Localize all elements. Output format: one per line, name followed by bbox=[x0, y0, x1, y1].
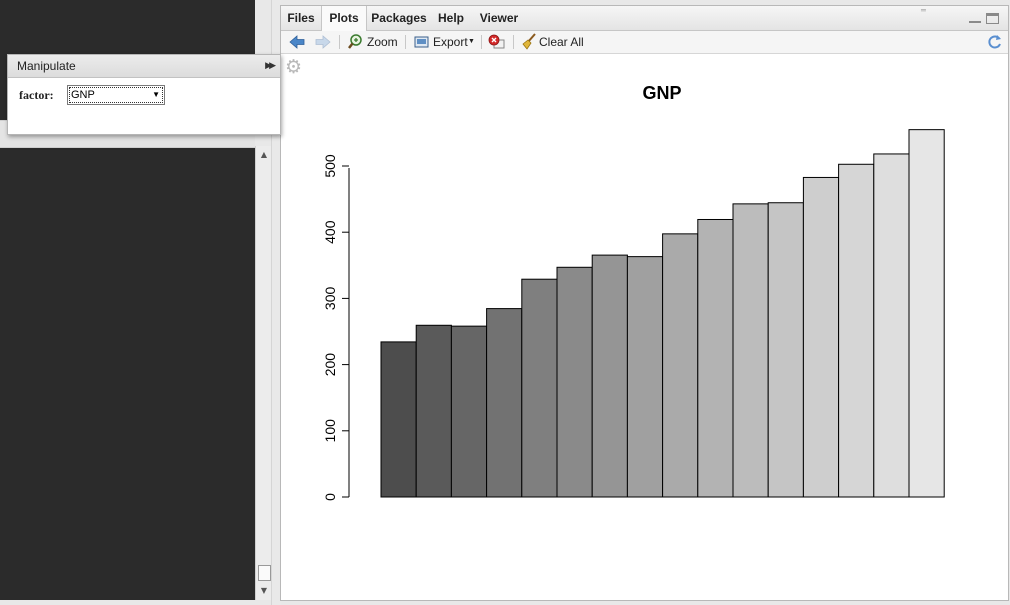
collapse-icon[interactable]: ▶▶ bbox=[265, 61, 276, 71]
gear-icon[interactable]: ⚙ bbox=[285, 56, 303, 78]
split-handle-icon[interactable]: ═ bbox=[921, 6, 926, 15]
pane-splitter[interactable] bbox=[271, 0, 281, 605]
y-tick-label: 500 bbox=[322, 154, 338, 178]
scroll-down-icon[interactable]: ▼ bbox=[260, 586, 268, 595]
export-caret-icon[interactable]: ▼ bbox=[468, 38, 475, 45]
broom-icon[interactable] bbox=[520, 31, 538, 53]
tab-packages[interactable]: Packages bbox=[371, 11, 427, 25]
bar bbox=[697, 218, 734, 498]
zoom-icon[interactable] bbox=[347, 31, 363, 53]
factor-select[interactable]: GNP ▼ bbox=[67, 85, 165, 105]
chart-title: GNP bbox=[642, 83, 681, 103]
remove-plot-icon[interactable] bbox=[488, 31, 506, 53]
bar bbox=[767, 202, 804, 498]
bar bbox=[415, 324, 452, 498]
bar bbox=[626, 256, 664, 498]
bar bbox=[908, 129, 945, 498]
forward-arrow-icon[interactable] bbox=[314, 31, 332, 53]
maximize-icon[interactable] bbox=[986, 13, 999, 24]
factor-select-value: GNP bbox=[71, 89, 95, 101]
tab-viewer[interactable]: Viewer bbox=[479, 11, 519, 25]
toolbar-separator bbox=[513, 35, 514, 49]
export-button[interactable]: Export bbox=[433, 35, 468, 49]
bar bbox=[521, 278, 558, 498]
bar bbox=[732, 203, 769, 498]
tab-files[interactable]: Files bbox=[287, 11, 315, 25]
y-tick-label: 100 bbox=[322, 419, 338, 443]
bar bbox=[486, 308, 523, 498]
y-axis: 0 100 200 300 400 500 bbox=[322, 154, 349, 501]
bar bbox=[662, 233, 699, 498]
bar bbox=[873, 153, 910, 498]
refresh-icon[interactable] bbox=[987, 31, 1003, 53]
manipulate-title: Manipulate bbox=[17, 59, 76, 73]
scroll-thumb[interactable] bbox=[258, 565, 271, 581]
tab-help[interactable]: Help bbox=[437, 11, 464, 25]
bar bbox=[838, 163, 875, 498]
scroll-up-icon[interactable]: ▲ bbox=[260, 150, 268, 159]
manipulate-panel: Manipulate ▶▶ factor: GNP ▼ bbox=[7, 54, 281, 135]
bar bbox=[450, 325, 488, 498]
y-tick-label: 300 bbox=[322, 287, 338, 311]
toolbar-separator bbox=[339, 35, 340, 49]
plots-toolbar: Zoom Export ▼ Clear All bbox=[281, 31, 1008, 54]
tab-plots[interactable]: Plots bbox=[321, 6, 367, 31]
bar bbox=[380, 341, 417, 498]
clear-all-button[interactable]: Clear All bbox=[539, 35, 584, 49]
console-scrollbar[interactable]: ▲ ▼ bbox=[255, 146, 272, 600]
bar bbox=[591, 254, 628, 498]
chevron-down-icon[interactable]: ▼ bbox=[152, 90, 160, 99]
y-tick-label: 0 bbox=[322, 493, 338, 501]
minimize-icon[interactable] bbox=[969, 16, 981, 23]
back-arrow-icon[interactable] bbox=[288, 31, 306, 53]
toolbar-separator bbox=[481, 35, 482, 49]
bar bbox=[556, 266, 593, 498]
manipulate-header: Manipulate ▶▶ bbox=[8, 55, 280, 78]
zoom-button[interactable]: Zoom bbox=[367, 35, 398, 49]
factor-label: factor: bbox=[19, 88, 54, 102]
y-tick-label: 200 bbox=[322, 353, 338, 377]
pane-tabbar: Files Plots Packages Help Viewer ═ bbox=[281, 6, 1008, 31]
bars-group bbox=[380, 129, 945, 498]
export-icon[interactable] bbox=[414, 31, 430, 53]
bar bbox=[802, 176, 840, 498]
toolbar-separator bbox=[405, 35, 406, 49]
y-tick-label: 400 bbox=[322, 220, 338, 244]
